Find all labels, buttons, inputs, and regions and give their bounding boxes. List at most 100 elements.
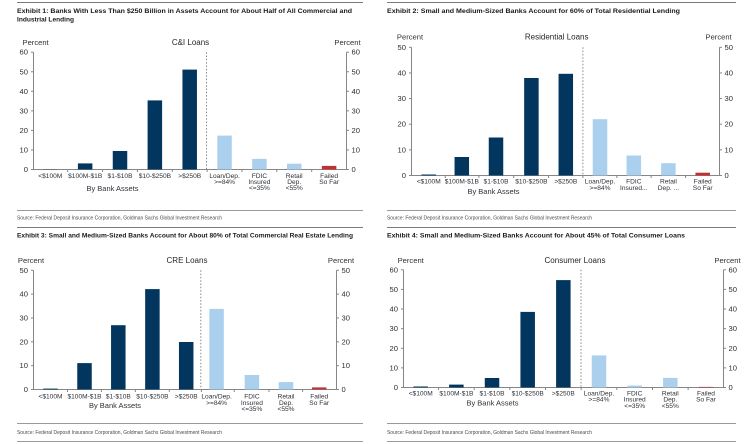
svg-text:Percent: Percent [706,32,733,41]
svg-text:FDIC: FDIC [626,178,642,185]
svg-text:50: 50 [729,285,737,294]
svg-text:$100M-$1B: $100M-$1B [445,178,480,185]
svg-text:0: 0 [725,171,729,180]
svg-text:FDIC: FDIC [252,173,268,180]
svg-text:By Bank Assets: By Bank Assets [467,187,519,196]
svg-text:40: 40 [725,68,733,77]
svg-text:$10-$250B: $10-$250B [515,178,548,185]
svg-text:Dep.: Dep. [287,179,301,186]
svg-text:>$250B: >$250B [175,394,199,401]
svg-text:$100M-$1B: $100M-$1B [439,390,474,397]
svg-text:Industrial Lending: Industrial Lending [17,17,74,24]
svg-text:<=35%: <=35% [624,403,645,410]
svg-text:Dep. ...: Dep. ... [658,185,679,192]
svg-text:>=84%: >=84% [590,185,611,192]
svg-text:40: 40 [390,305,398,314]
svg-text:Insured: Insured [241,400,263,407]
svg-text:<=35%: <=35% [249,185,270,192]
svg-text:By Bank Assets: By Bank Assets [466,398,518,407]
svg-text:So Far: So Far [696,397,717,404]
svg-text:Source: Federal Deposit Insura: Source: Federal Deposit Insurance Corpor… [17,430,222,436]
svg-text:Dep.: Dep. [663,397,677,404]
svg-text:Percent: Percent [398,256,425,265]
svg-text:30: 30 [352,106,360,115]
svg-text:10: 10 [20,145,28,154]
svg-text:Residential Loans: Residential Loans [525,32,589,41]
svg-text:So Far: So Far [309,400,330,407]
svg-text:$10-$250B: $10-$250B [512,390,545,397]
svg-text:60: 60 [20,48,28,57]
svg-text:Retail: Retail [662,390,679,397]
svg-text:0: 0 [729,383,733,392]
svg-text:20: 20 [352,126,360,135]
svg-text:Percent: Percent [18,256,45,265]
svg-text:Loan/Dep.: Loan/Dep. [584,390,615,397]
svg-text:By Bank Assets: By Bank Assets [89,401,141,410]
svg-text:FDIC: FDIC [244,394,260,401]
svg-text:$1-$10B: $1-$10B [480,390,506,397]
svg-text:>=84%: >=84% [206,400,227,407]
svg-text:20: 20 [342,337,350,346]
svg-text:Exhibit 3: Small and Medium-Si: Exhibit 3: Small and Medium-Sized Banks … [17,232,353,239]
svg-text:<$100M: <$100M [417,178,441,185]
svg-text:<55%: <55% [277,406,294,413]
svg-text:30: 30 [342,314,350,323]
svg-text:Exhibit 1: Banks With Less Tha: Exhibit 1: Banks With Less Than $250 Bil… [17,8,352,15]
svg-text:Insured: Insured [624,397,646,404]
svg-text:Source: Federal Deposit Insura: Source: Federal Deposit Insurance Corpor… [387,215,592,221]
svg-text:<$100M: <$100M [409,390,433,397]
svg-text:C&I Loans: C&I Loans [172,38,209,47]
svg-text:50: 50 [725,43,733,52]
svg-text:20: 20 [20,126,28,135]
svg-text:$100M-$1B: $100M-$1B [68,173,103,180]
svg-text:Retail: Retail [660,178,677,185]
svg-text:0: 0 [394,383,398,392]
svg-text:Percent: Percent [714,256,741,265]
svg-text:Loan/Dep.: Loan/Dep. [585,178,616,185]
svg-text:>=84%: >=84% [589,397,610,404]
svg-text:Percent: Percent [397,32,424,41]
svg-text:0: 0 [342,385,346,394]
svg-text:>$250B: >$250B [554,178,578,185]
svg-text:50: 50 [390,285,398,294]
svg-text:30: 30 [725,94,733,103]
svg-text:Dep.: Dep. [279,400,293,407]
svg-text:Failed: Failed [697,390,715,397]
svg-text:>$250B: >$250B [552,390,576,397]
svg-text:Failed: Failed [310,394,328,401]
svg-text:Insured...: Insured... [620,185,648,192]
svg-text:40: 40 [20,87,28,96]
svg-text:50: 50 [20,67,28,76]
svg-text:$1-$10B: $1-$10B [108,173,134,180]
svg-text:20: 20 [398,120,406,129]
svg-text:Percent: Percent [334,38,361,47]
svg-text:Failed: Failed [694,178,712,185]
svg-text:20: 20 [20,337,28,346]
svg-text:10: 10 [729,363,737,372]
svg-text:10: 10 [20,361,28,370]
svg-text:$1-$10B: $1-$10B [106,394,132,401]
svg-text:60: 60 [729,265,737,274]
svg-text:10: 10 [398,145,406,154]
svg-text:$10-$250B: $10-$250B [139,173,172,180]
svg-text:FDIC: FDIC [627,390,643,397]
svg-text:40: 40 [342,290,350,299]
svg-text:60: 60 [352,48,360,57]
svg-text:10: 10 [352,145,360,154]
svg-text:Exhibit 2: Small and Medium-Si: Exhibit 2: Small and Medium-Sized Banks … [387,8,680,15]
svg-text:50: 50 [352,67,360,76]
svg-text:Percent: Percent [328,256,355,265]
svg-text:Consumer Loans: Consumer Loans [545,256,606,265]
svg-text:30: 30 [20,106,28,115]
svg-text:By Bank Assets: By Bank Assets [86,184,138,193]
svg-text:0: 0 [402,171,406,180]
svg-text:40: 40 [729,305,737,314]
svg-text:10: 10 [342,361,350,370]
svg-text:>$250B: >$250B [178,173,202,180]
svg-text:Loan/Dep.: Loan/Dep. [201,394,232,401]
svg-text:Percent: Percent [23,38,50,47]
svg-text:50: 50 [20,266,28,275]
svg-text:<$100M: <$100M [38,394,62,401]
svg-text:$100M-$1B: $100M-$1B [67,394,102,401]
svg-text:So Far: So Far [319,179,340,186]
